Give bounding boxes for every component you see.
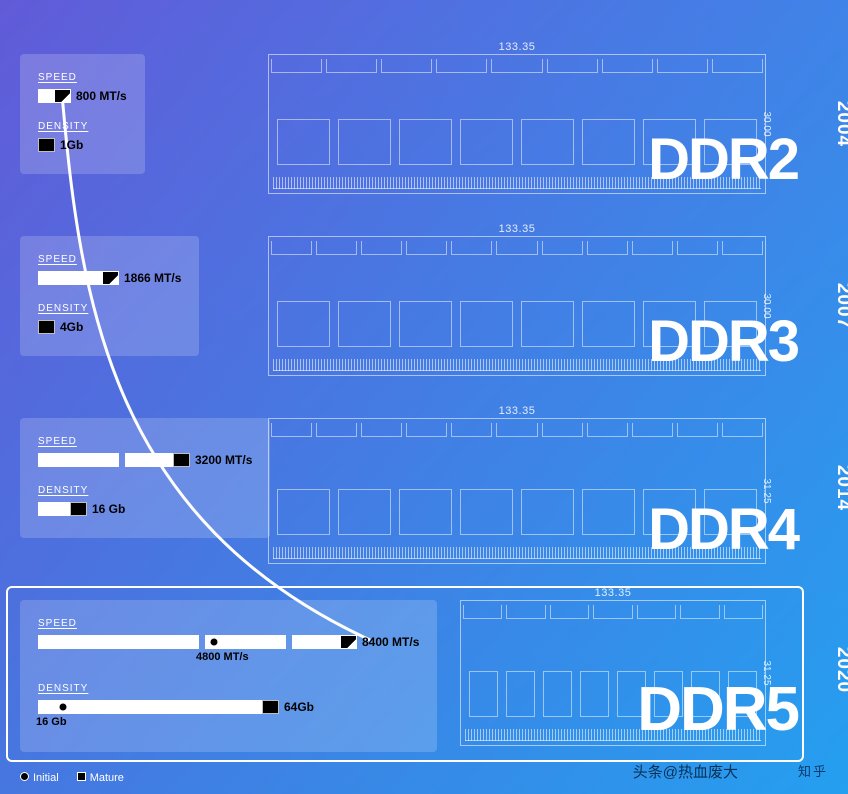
- density-heading: DENSITY: [38, 121, 127, 132]
- speed-heading: SPEED: [38, 254, 181, 265]
- highlight-frame: [6, 586, 804, 762]
- speed-heading: SPEED: [38, 436, 252, 447]
- watermark-source: 头条@热血废大: [633, 761, 738, 782]
- year-label: 2007: [832, 283, 848, 329]
- dimm-width-label: 133.35: [269, 405, 765, 417]
- watermark-zhihu: 知乎: [798, 761, 828, 780]
- legend-initial: Initial: [20, 772, 59, 784]
- stats-box: SPEED1866 MT/sDENSITY4Gb: [20, 236, 199, 356]
- year-label: 2004: [832, 101, 848, 147]
- legend-mature: Mature: [77, 772, 124, 784]
- ddr-evolution-infographic: 133.3530.00DDR22004133.3530.00DDR3200713…: [0, 0, 848, 794]
- dimm-width-label: 133.35: [269, 223, 765, 235]
- stats-box: SPEED800 MT/sDENSITY1Gb: [20, 54, 145, 174]
- year-label: 2020: [832, 647, 848, 693]
- dimm-width-label: 133.35: [269, 41, 765, 53]
- density-heading: DENSITY: [38, 485, 252, 496]
- speed-heading: SPEED: [38, 72, 127, 83]
- ddr-name-label: DDR2: [648, 126, 798, 216]
- stats-box: SPEED3200 MT/sDENSITY16 Gb: [20, 418, 270, 538]
- ddr-name-label: DDR3: [648, 308, 798, 398]
- year-label: 2014: [832, 465, 848, 511]
- density-heading: DENSITY: [38, 303, 181, 314]
- legend: Initial Mature: [20, 772, 124, 784]
- ddr-name-label: DDR4: [648, 496, 798, 580]
